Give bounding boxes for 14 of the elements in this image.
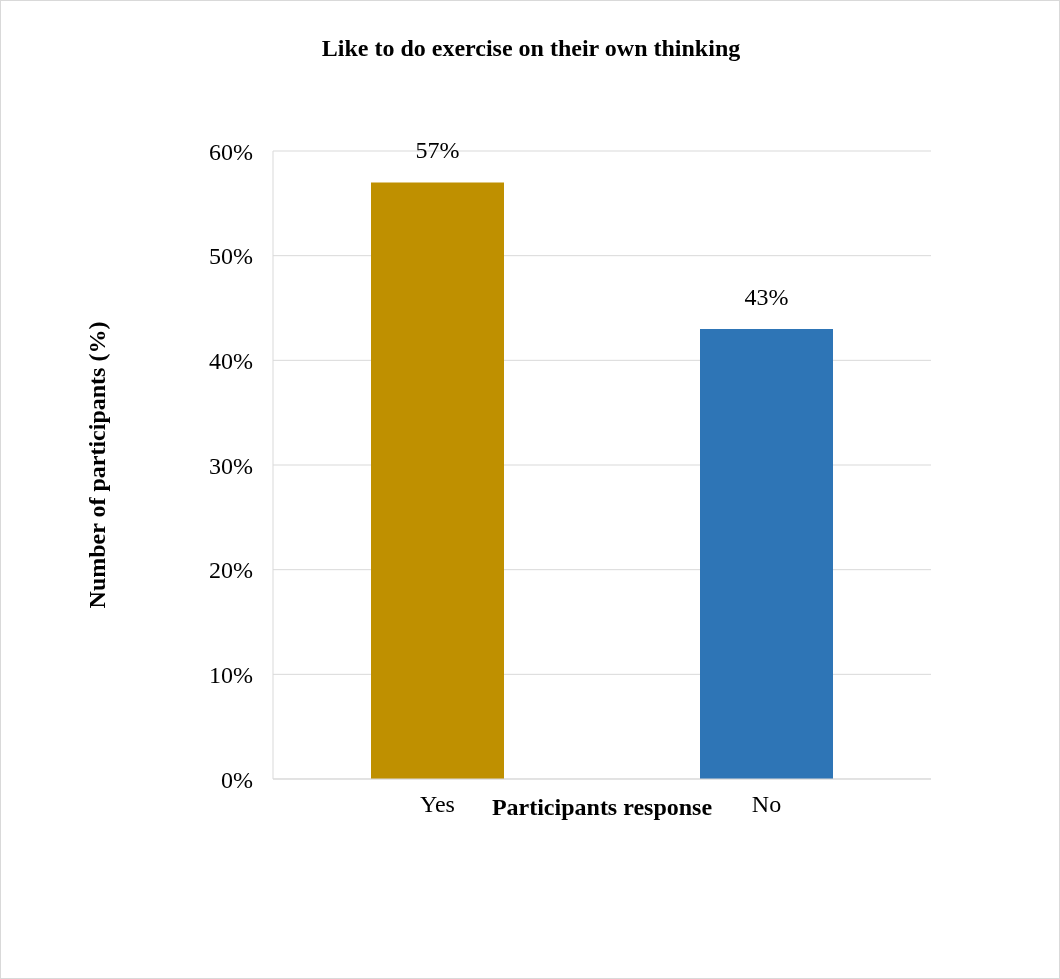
y-axis-title: Number of participants (%) [83, 321, 111, 609]
y-tick-label: 10% [209, 661, 253, 688]
y-tick-label: 20% [209, 557, 253, 584]
y-tick-label: 30% [209, 452, 253, 479]
data-label: 57% [415, 137, 460, 164]
y-tick-label: 0% [221, 766, 253, 793]
y-tick-label: 50% [209, 243, 253, 270]
x-axis-title: Participants response [491, 794, 713, 820]
y-tick-label: 40% [209, 347, 253, 374]
data-label: 43% [744, 283, 789, 310]
x-tick-label: No [751, 791, 782, 818]
y-tick-label: 60% [209, 138, 253, 165]
chart-title: Like to do exercise on their own thinking [320, 35, 742, 62]
x-tick-label: Yes [420, 791, 455, 818]
